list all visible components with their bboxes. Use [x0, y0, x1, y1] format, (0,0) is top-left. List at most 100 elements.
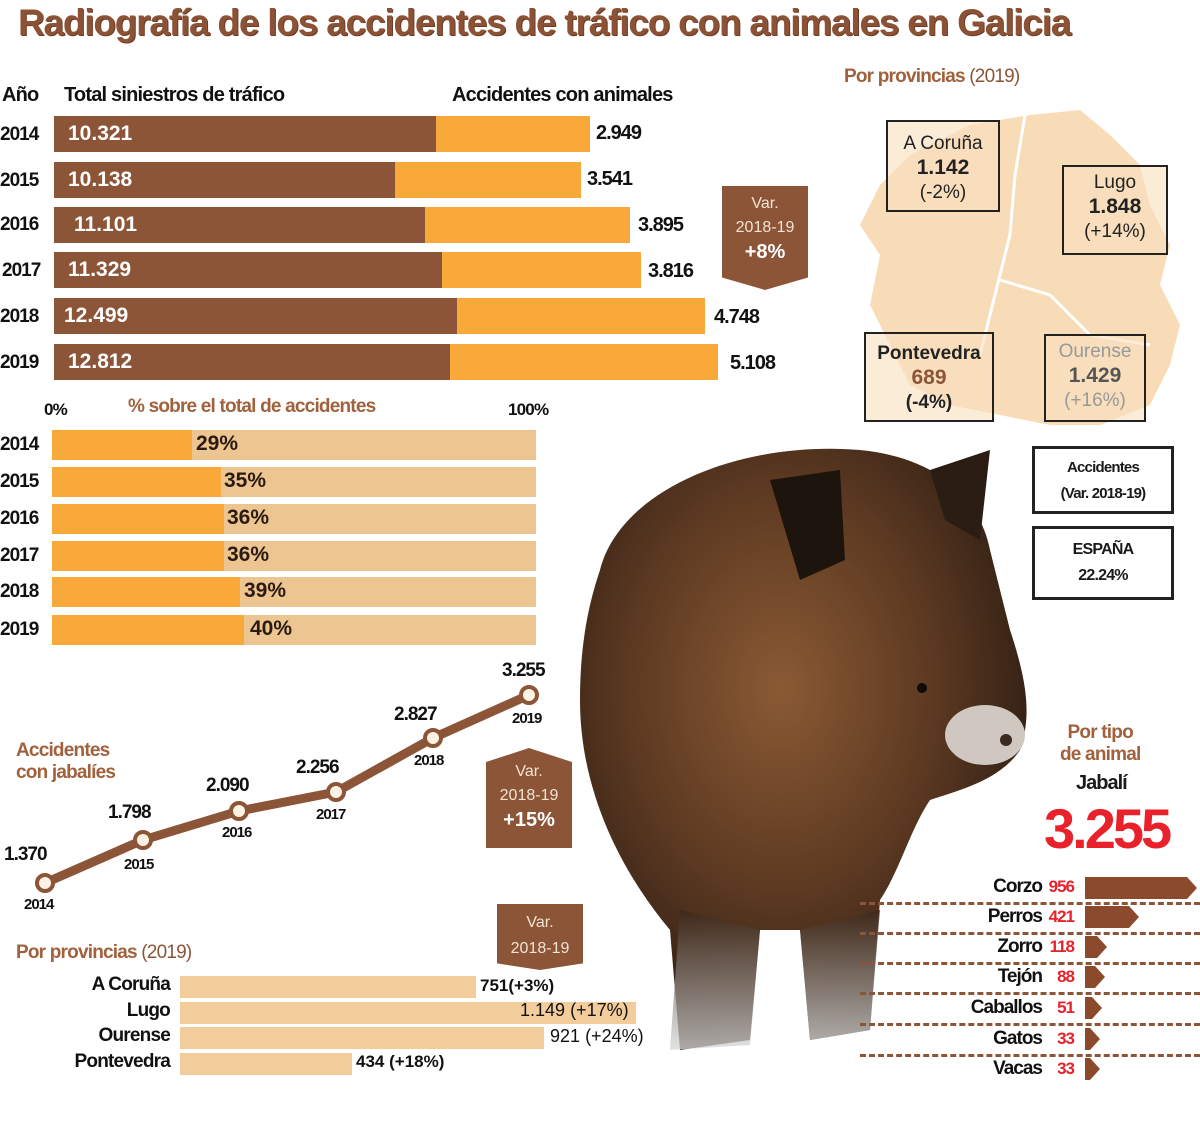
- line-value: 2.827: [394, 704, 438, 725]
- year-label: 2017: [0, 545, 39, 566]
- line-year: 2014: [24, 896, 54, 913]
- animal-label: Perros: [987, 906, 1043, 927]
- province-value: 1.848: [1088, 195, 1142, 218]
- province-name: Lugo: [1093, 172, 1137, 193]
- year-label: 2017: [2, 260, 41, 281]
- percent-fill: [52, 504, 224, 534]
- animal-value: 118: [1049, 937, 1075, 956]
- map-province-ourense: Ourense 1.429 (+16%): [1044, 334, 1146, 422]
- percent-label: 36%: [227, 506, 270, 529]
- province-label: Lugo: [126, 1000, 171, 1021]
- animal-bar: [1085, 877, 1197, 899]
- province-bar: [180, 1027, 544, 1049]
- line-year: 2017: [316, 806, 346, 823]
- province-label: A Coruña: [91, 974, 171, 995]
- row-divider: [860, 902, 1200, 905]
- province-name: A Coruña: [903, 133, 983, 154]
- spain-label: ESPAÑA: [1072, 541, 1135, 558]
- data-point-2017: [326, 782, 346, 802]
- percent-label: 39%: [244, 579, 287, 602]
- province-bar: [180, 1002, 636, 1024]
- line-value: 3.255: [502, 660, 546, 681]
- percent-fill: [52, 430, 192, 460]
- map-province-lugo: Lugo 1.848 (+14%): [1062, 165, 1168, 255]
- bar-row-2016: 11.101: [54, 207, 630, 243]
- bar-row-2018: 12.499: [54, 298, 705, 334]
- highlight-animal-label: Jabalí: [1076, 772, 1128, 794]
- year-label: 2014: [0, 434, 39, 455]
- animal-label: Corzo: [993, 876, 1043, 897]
- legend-box: Accidentes (Var. 2018-19): [1032, 446, 1174, 514]
- line-year: 2019: [512, 710, 542, 727]
- animal-bar: [1085, 1058, 1100, 1080]
- row-divider: [860, 962, 1200, 965]
- infographic-title: Radiografía de los accidentes de tráfico…: [18, 2, 1071, 43]
- total-bar: 10.321: [54, 116, 436, 152]
- spain-value: 22.24%: [1078, 567, 1128, 584]
- legend-line1: Accidentes: [1066, 459, 1140, 476]
- total-bar: 12.812: [54, 344, 450, 380]
- animal-value: 33: [1057, 1029, 1075, 1048]
- province-value: 689: [911, 366, 947, 389]
- province-change: (-4%): [905, 392, 953, 413]
- percent-label: 36%: [227, 543, 270, 566]
- line-year: 2016: [222, 824, 252, 841]
- province-value: 1.149 (+17%): [520, 1000, 629, 1020]
- map-title: Por provincias (2019): [844, 66, 1020, 88]
- boar-line-title: Accidentes con jabalíes: [16, 740, 116, 784]
- animal-label: Gatos: [993, 1028, 1043, 1049]
- line-year: 2018: [414, 752, 444, 769]
- row-divider: [860, 1023, 1200, 1026]
- total-bar: 11.329: [54, 252, 442, 288]
- year-label: 2016: [0, 214, 39, 235]
- bar-row-2015: 10.138: [54, 162, 581, 198]
- map-province-pontevedra: Pontevedra 689 (-4%): [864, 332, 994, 422]
- row-divider: [860, 1054, 1200, 1057]
- variation-label: Var.: [515, 763, 543, 780]
- total-bar: 11.101: [54, 207, 425, 243]
- percent-row-2019: 40%: [52, 615, 536, 645]
- year-column-header: Año: [2, 84, 39, 106]
- animals-value: 4.748: [714, 306, 760, 328]
- animal-value: 421: [1048, 907, 1075, 926]
- total-bar: 12.499: [54, 298, 457, 334]
- variation-value: +8%: [744, 241, 786, 263]
- animal-value: 956: [1048, 877, 1075, 896]
- data-point-2018: [423, 728, 443, 748]
- animals-value: 3.895: [638, 214, 684, 236]
- variation-period: 2018-19: [499, 787, 559, 804]
- animal-type-title: Por tipo de animal: [1060, 722, 1141, 766]
- total-bar: 10.138: [54, 162, 395, 198]
- data-point-2015: [133, 830, 153, 850]
- animal-bar: [1085, 906, 1139, 928]
- wild-boar-image: [580, 448, 1027, 1050]
- boar-provinces-title: Por provincias (2019): [16, 942, 192, 964]
- province-label: Ourense: [98, 1025, 171, 1046]
- map-province-a-coruna: A Coruña 1.142 (-2%): [886, 120, 1000, 212]
- province-bar: [180, 1053, 352, 1075]
- animals-bar: [450, 344, 718, 380]
- percent-label: 35%: [224, 469, 267, 492]
- animal-value: 51: [1057, 998, 1075, 1017]
- map-title-text: Por provincias: [844, 66, 966, 87]
- animal-value: 88: [1057, 967, 1075, 986]
- variation-period: 2018-19: [510, 940, 570, 957]
- province-change: (+14%): [1084, 221, 1146, 242]
- line-value: 1.798: [108, 802, 152, 823]
- percent-row-2015: 35%: [52, 467, 536, 497]
- province-name: Ourense: [1058, 341, 1132, 362]
- animal-label: Tejón: [997, 966, 1043, 987]
- percent-section-title: % sobre el total de accidentes: [128, 396, 376, 417]
- percent-label: 40%: [250, 617, 293, 640]
- percent-fill: [52, 615, 244, 645]
- year-label: 2015: [0, 170, 39, 191]
- province-value: 1.142: [916, 156, 970, 179]
- percent-label: 29%: [196, 432, 239, 455]
- province-name: Pontevedra: [877, 343, 981, 364]
- animal-bar: [1085, 936, 1107, 958]
- highlight-animal-value: 3.255: [1044, 797, 1172, 860]
- boar-provinces-title-year: (2019): [141, 942, 192, 963]
- line-year: 2015: [124, 856, 154, 873]
- animal-label: Caballos: [970, 997, 1043, 1018]
- bar-row-2014: 10.321: [54, 116, 590, 152]
